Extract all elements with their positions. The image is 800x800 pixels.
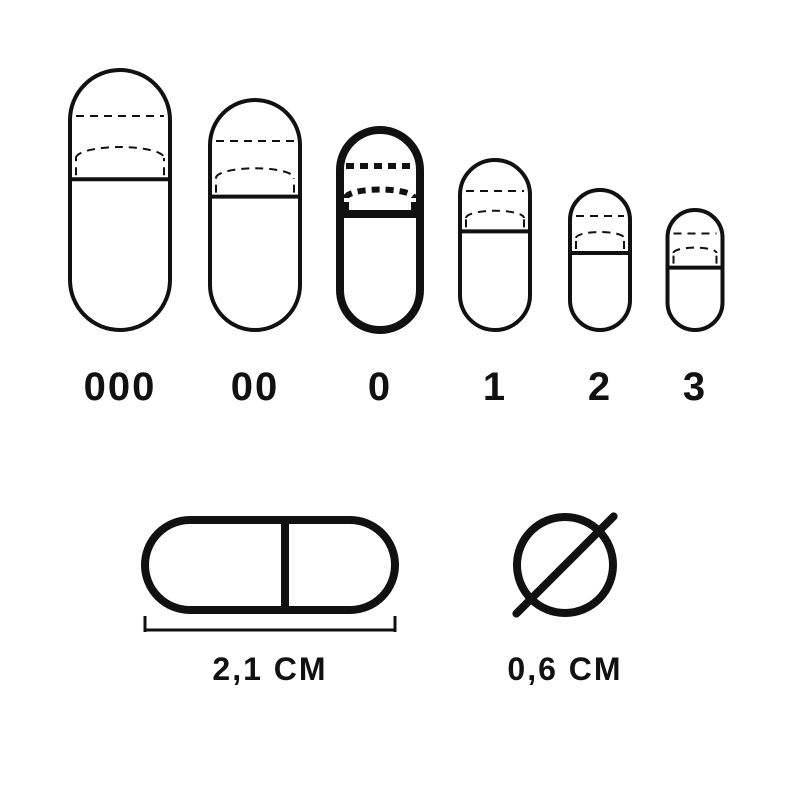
capsule-label-2: 2 [588, 365, 612, 409]
capsule-size-00: 00 [210, 100, 300, 409]
capsule-size-2: 2 [570, 190, 630, 409]
capsule-size-1: 1 [460, 160, 530, 409]
capsule-label-0: 0 [368, 365, 392, 409]
capsule-length-view: 2,1 CM [145, 520, 395, 687]
capsule-size-000: 000 [70, 70, 170, 409]
capsule-label-00: 00 [231, 365, 280, 409]
capsule-label-3: 3 [683, 365, 707, 409]
capsule-size-3: 3 [668, 210, 723, 409]
capsule-diameter-view: 0,6 CM [507, 516, 622, 687]
diameter-label: 0,6 CM [507, 651, 622, 687]
capsule-label-1: 1 [483, 365, 507, 409]
capsule-size-0: 0 [340, 130, 420, 409]
length-label: 2,1 CM [212, 651, 327, 687]
capsule-label-000: 000 [84, 365, 157, 409]
capsule-size-diagram: 0000001232,1 CM0,6 CM [0, 0, 800, 800]
